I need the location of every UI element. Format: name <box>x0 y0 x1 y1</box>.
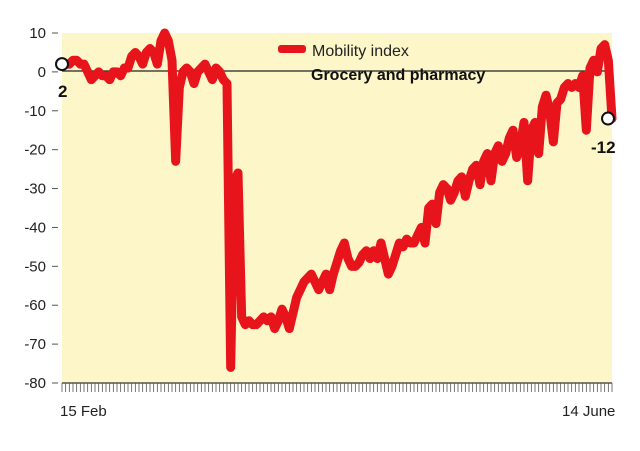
y-tick-label: -40 <box>24 219 46 236</box>
y-axis-ticks: 10 0 -10 -20 -30 -40 -50 -60 -70 -80 <box>24 25 58 392</box>
legend-series-label: Mobility index <box>312 43 409 60</box>
end-value-label: -12 <box>591 138 616 157</box>
y-tick-label: -30 <box>24 181 46 198</box>
y-tick-label: -10 <box>24 103 46 120</box>
end-point-marker <box>601 111 615 126</box>
legend: Mobility index Grocery and pharmacy <box>278 43 485 84</box>
x-start-label: 15 Feb <box>60 403 107 420</box>
start-point-marker <box>55 57 69 72</box>
x-end-label: 14 June <box>562 403 615 420</box>
y-tick-label: -20 <box>24 142 46 159</box>
legend-swatch <box>278 45 306 53</box>
plot-background <box>62 33 612 383</box>
start-value-label: 2 <box>58 82 67 101</box>
x-axis-ticks <box>61 383 613 392</box>
y-tick-label: -60 <box>24 297 46 314</box>
y-tick-label: -80 <box>24 375 46 392</box>
y-tick-label: -50 <box>24 258 46 275</box>
legend-subtitle-label: Grocery and pharmacy <box>311 67 485 84</box>
y-tick-label: -70 <box>24 336 46 353</box>
y-tick-label: 10 <box>29 25 46 42</box>
mobility-series-line <box>57 28 617 372</box>
y-tick-label: 0 <box>38 64 46 81</box>
